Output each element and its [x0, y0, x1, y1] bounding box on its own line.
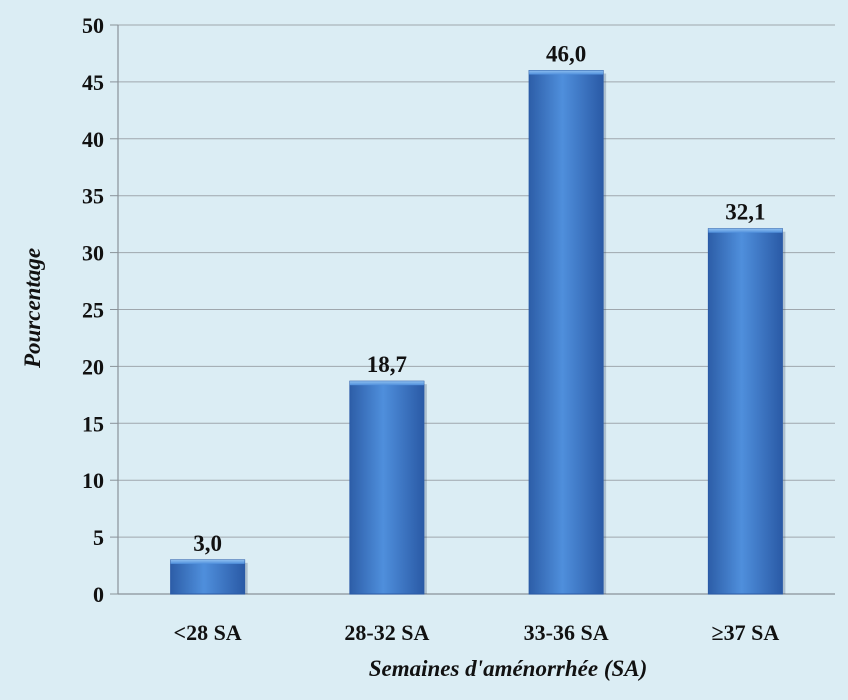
y-axis-title: Pourcentage — [20, 248, 45, 369]
bars — [170, 70, 786, 595]
y-tick-label: 10 — [82, 468, 104, 493]
bar-top-highlight — [529, 70, 604, 75]
y-tick-label: 30 — [82, 241, 104, 266]
x-axis-title: Semaines d'aménorrhée (SA) — [369, 656, 648, 681]
data-label: 18,7 — [367, 352, 407, 377]
y-tick-label: 25 — [82, 298, 104, 323]
y-tick-label: 35 — [82, 184, 104, 209]
data-label: 3,0 — [193, 531, 222, 556]
data-labels: 3,0 18,7 46,0 32,1 — [193, 42, 765, 556]
bar — [528, 70, 604, 595]
bar-top-highlight — [708, 228, 783, 233]
x-tick-label: ≥37 SA — [712, 620, 780, 645]
gridlines — [118, 24, 835, 538]
data-label: 32,1 — [725, 200, 765, 225]
bar — [707, 228, 783, 595]
y-tick-label: 45 — [82, 70, 104, 95]
x-tick-label: 28-32 SA — [344, 620, 429, 645]
y-tick-label: 20 — [82, 354, 104, 379]
x-tick-label: <28 SA — [174, 620, 242, 645]
y-tick-label: 5 — [93, 525, 104, 550]
bar-top-highlight — [170, 559, 245, 564]
y-tick-label: 15 — [82, 411, 104, 436]
data-label: 46,0 — [546, 42, 586, 67]
bar-top-highlight — [349, 381, 424, 386]
bar — [170, 559, 246, 595]
y-tick-label: 50 — [82, 13, 104, 38]
y-tick-label: 40 — [82, 127, 104, 152]
y-tick-label: 0 — [93, 582, 104, 607]
x-tick-label: 33-36 SA — [524, 620, 609, 645]
bar — [349, 380, 425, 595]
